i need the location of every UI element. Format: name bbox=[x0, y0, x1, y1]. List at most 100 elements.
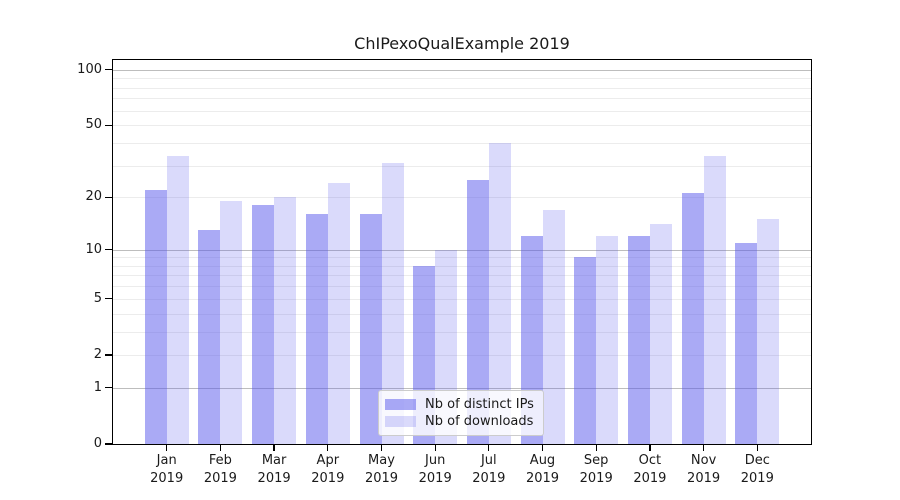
minor-gridline bbox=[113, 257, 811, 259]
x-tick-label-line: May bbox=[368, 453, 395, 468]
bar-light-sep bbox=[596, 236, 619, 444]
x-tick-label: Oct 2019 bbox=[615, 452, 685, 488]
x-tick-label: Apr 2019 bbox=[293, 452, 363, 488]
bar-dark-may bbox=[359, 214, 382, 444]
x-tick-mark bbox=[273, 445, 275, 451]
bar-dark-oct bbox=[627, 236, 650, 444]
x-tick-label: Sep 2019 bbox=[561, 452, 631, 488]
y-tick-mark bbox=[105, 354, 112, 356]
x-tick-mark bbox=[488, 445, 490, 451]
minor-gridline bbox=[113, 298, 811, 300]
legend-item-downloads: Nb of downloads bbox=[385, 414, 537, 429]
minor-gridline bbox=[113, 286, 811, 288]
bar-dark-dec bbox=[735, 242, 758, 444]
bar-dark-mar bbox=[252, 205, 275, 444]
x-tick-label: Dec 2019 bbox=[722, 452, 792, 488]
minor-gridline bbox=[113, 165, 811, 167]
major-gridline bbox=[113, 249, 811, 251]
y-tick-label: 0 bbox=[93, 436, 102, 451]
x-tick-label: Mar 2019 bbox=[239, 452, 309, 488]
x-tick-label-line: 2019 bbox=[364, 471, 399, 486]
x-tick-mark bbox=[380, 445, 383, 451]
legend: Nb of distinct IPs Nb of downloads bbox=[378, 390, 544, 436]
x-tick-mark bbox=[702, 445, 705, 451]
y-tick-label: 1 bbox=[93, 379, 102, 395]
x-tick-label-line: Oct bbox=[638, 453, 662, 468]
y-tick-label: 10 bbox=[85, 241, 102, 257]
x-tick-label-line: 2019 bbox=[311, 471, 345, 486]
x-tick-label-line: 2019 bbox=[633, 471, 667, 486]
x-tick-label-line: Feb bbox=[208, 453, 232, 468]
x-tick-mark bbox=[327, 445, 329, 451]
bar-dark-jul bbox=[466, 179, 489, 444]
plot-area: Nb of distinct IPs Nb of downloads bbox=[113, 60, 811, 444]
x-tick-label-line: Sep bbox=[583, 453, 609, 468]
bar-dark-feb bbox=[198, 230, 221, 444]
bar-light-jul bbox=[488, 142, 511, 444]
x-tick-label-line: 2019 bbox=[472, 471, 506, 486]
minor-gridline bbox=[113, 98, 811, 100]
x-tick-mark bbox=[756, 445, 758, 451]
x-tick-mark bbox=[595, 445, 597, 451]
x-tick-label: Aug 2019 bbox=[508, 452, 578, 488]
x-tick-label-line: Nov bbox=[690, 453, 717, 468]
x-tick-label-line: 2019 bbox=[579, 471, 613, 486]
x-tick-label-line: 2019 bbox=[740, 471, 774, 486]
x-tick-label: Jun 2019 bbox=[400, 452, 470, 488]
x-tick-mark bbox=[434, 445, 436, 451]
legend-label-downloads: Nb of downloads bbox=[425, 414, 534, 430]
bar-dark-jan bbox=[144, 189, 167, 444]
minor-gridline bbox=[113, 275, 811, 277]
x-tick-label-line: 2019 bbox=[525, 471, 560, 486]
x-tick-label: Feb 2019 bbox=[185, 452, 255, 488]
x-tick-label-line: Dec bbox=[744, 453, 770, 468]
bar-light-jan bbox=[166, 155, 189, 444]
bar-dark-sep bbox=[574, 257, 597, 444]
x-tick-label: Jul 2019 bbox=[454, 452, 524, 488]
x-tick-label-line: Jul bbox=[480, 453, 497, 468]
x-tick-label-line: 2019 bbox=[203, 471, 237, 486]
y-tick-label: 5 bbox=[93, 290, 102, 306]
bar-light-apr bbox=[327, 183, 350, 444]
x-tick-label-line: Aug bbox=[529, 453, 556, 468]
legend-swatch-downloads bbox=[385, 416, 416, 428]
y-tick-mark bbox=[105, 443, 112, 445]
x-tick-label-line: 2019 bbox=[687, 471, 721, 486]
x-tick-label: Nov 2019 bbox=[669, 452, 739, 488]
bar-dark-nov bbox=[681, 193, 704, 444]
y-tick-mark bbox=[105, 124, 112, 126]
legend-swatch-distinct-ips bbox=[385, 398, 416, 410]
minor-gridline bbox=[113, 265, 811, 267]
minor-gridline bbox=[113, 331, 811, 333]
bar-light-dec bbox=[757, 219, 780, 444]
bar-light-feb bbox=[220, 201, 243, 444]
x-tick-label-line: Apr bbox=[316, 453, 340, 468]
minor-gridline bbox=[113, 197, 811, 199]
y-tick-mark bbox=[105, 196, 112, 198]
bar-light-oct bbox=[649, 224, 672, 444]
x-tick-label-line: 2019 bbox=[418, 471, 452, 486]
y-tick-label: 2 bbox=[93, 346, 102, 362]
minor-gridline bbox=[113, 78, 811, 80]
x-tick-mark bbox=[166, 445, 168, 451]
x-tick-label: Jan 2019 bbox=[132, 452, 202, 488]
x-tick-label-line: Jan bbox=[156, 453, 177, 468]
y-tick-label: 100 bbox=[77, 61, 102, 77]
y-tick-label: 50 bbox=[85, 117, 102, 133]
y-tick-mark bbox=[105, 248, 112, 251]
y-tick-mark bbox=[105, 69, 112, 71]
minor-gridline bbox=[113, 142, 811, 144]
bar-dark-apr bbox=[305, 214, 328, 444]
minor-gridline bbox=[113, 313, 811, 315]
major-gridline bbox=[113, 387, 811, 389]
bar-light-mar bbox=[274, 197, 297, 444]
bar-light-may bbox=[381, 163, 404, 444]
minor-gridline bbox=[113, 87, 811, 89]
minor-gridline bbox=[113, 354, 811, 356]
y-tick-mark bbox=[105, 298, 112, 300]
legend-item-distinct-ips: Nb of distinct IPs bbox=[385, 397, 537, 412]
bar-light-aug bbox=[542, 209, 565, 444]
minor-gridline bbox=[113, 125, 811, 127]
chart-title: ChIPexoQualExample 2019 bbox=[354, 34, 570, 53]
